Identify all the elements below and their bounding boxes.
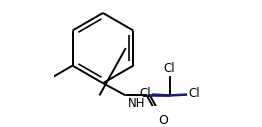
Text: NH: NH [128,97,145,110]
Text: O: O [158,114,168,127]
Text: Cl: Cl [140,87,151,100]
Text: Cl: Cl [188,87,200,100]
Text: Cl: Cl [164,62,176,75]
